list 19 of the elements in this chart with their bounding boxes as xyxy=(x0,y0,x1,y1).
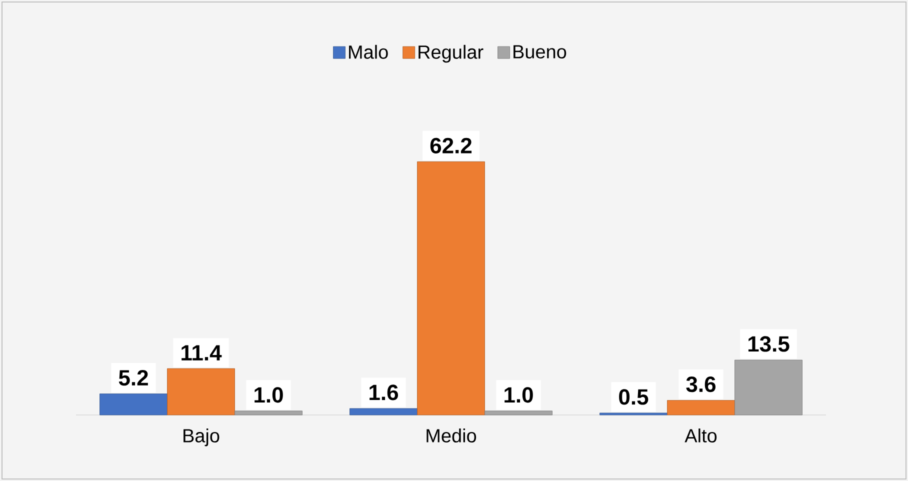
legend-label: Regular xyxy=(418,44,484,63)
x-tick-label: Alto xyxy=(684,428,717,442)
data-label: 1.0 xyxy=(504,387,533,403)
data-label: 0.5 xyxy=(619,389,648,405)
bar xyxy=(484,410,552,416)
data-label: 13.5 xyxy=(748,336,790,352)
data-label: 1.6 xyxy=(370,384,398,400)
bar xyxy=(234,410,302,416)
data-label: 11.4 xyxy=(182,345,222,360)
legend-label: Bueno xyxy=(514,45,566,58)
bar xyxy=(350,408,418,416)
data-label: 5.2 xyxy=(118,370,148,386)
x-tick-label: Bajo xyxy=(184,428,220,446)
x-tick-label: Medio xyxy=(426,428,476,442)
legend-label: Malo xyxy=(349,44,388,59)
data-label: 1.0 xyxy=(254,387,283,403)
bar xyxy=(600,412,668,416)
data-label: 3.6 xyxy=(686,376,716,392)
data-label: 62.2 xyxy=(430,138,472,154)
